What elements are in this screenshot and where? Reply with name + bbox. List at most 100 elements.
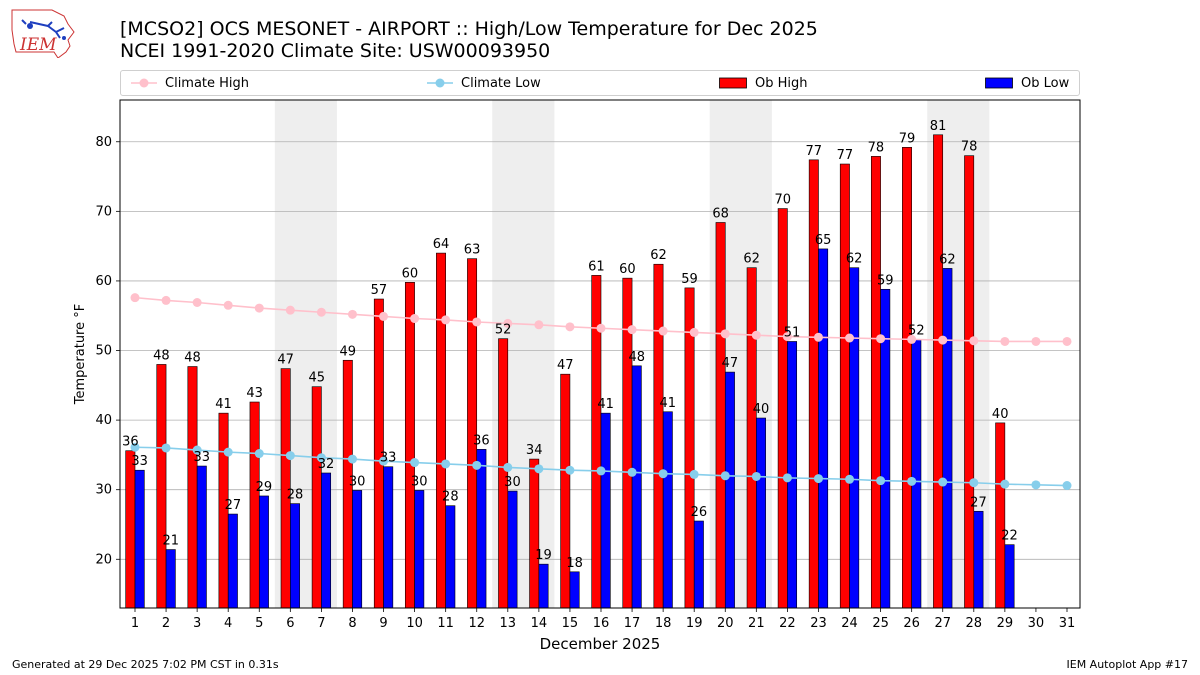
app-credit: IEM Autoplot App #17 xyxy=(1066,658,1189,671)
climate-high-point xyxy=(969,336,979,346)
data-label-ob-high: 60 xyxy=(619,262,636,277)
bar-ob-high xyxy=(746,267,757,609)
climate-low-point xyxy=(720,471,730,481)
data-label-ob-high: 77 xyxy=(806,144,823,159)
data-label-ob-low: 18 xyxy=(566,556,583,571)
data-label-ob-low: 32 xyxy=(318,457,335,472)
data-label-ob-low: 41 xyxy=(660,396,677,411)
legend-label: Climate Low xyxy=(461,75,541,91)
legend-item-climate-high: Climate High xyxy=(131,74,249,92)
data-label-ob-high: 47 xyxy=(277,353,294,368)
bar-ob-low xyxy=(196,465,207,609)
climate-high-point xyxy=(1000,336,1010,346)
bar-ob-low xyxy=(476,449,487,609)
data-label-ob-high: 62 xyxy=(650,248,667,263)
data-label-ob-high: 78 xyxy=(868,140,885,155)
climate-low-point xyxy=(751,471,761,481)
bar-ob-low xyxy=(321,472,332,609)
x-tick-label: 23 xyxy=(810,616,827,631)
climate-low-point xyxy=(813,474,823,484)
y-tick-label: 40 xyxy=(95,413,112,428)
climate-low-point xyxy=(441,459,451,469)
legend-bar-swatch-icon xyxy=(719,77,747,89)
bar-ob-low xyxy=(818,248,829,609)
data-label-ob-low: 33 xyxy=(380,451,397,466)
bar-ob-low xyxy=(290,503,300,609)
x-tick-label: 14 xyxy=(531,616,548,631)
bar-ob-low xyxy=(662,411,673,609)
data-label-ob-low: 36 xyxy=(473,433,490,448)
climate-high-point xyxy=(627,325,637,335)
data-label-ob-low: 47 xyxy=(722,356,739,371)
climate-high-point xyxy=(720,329,730,339)
climate-low-point xyxy=(1031,480,1041,490)
legend-label: Climate High xyxy=(165,75,250,91)
bar-ob-high xyxy=(870,156,881,609)
data-label-ob-low: 27 xyxy=(225,498,242,513)
x-tick-label: 4 xyxy=(224,616,232,631)
climate-low-point xyxy=(689,469,699,479)
bar-ob-high xyxy=(777,208,788,609)
data-label-ob-high: 40 xyxy=(992,407,1009,422)
data-label-ob-low: 28 xyxy=(442,490,459,505)
legend-line-marker-icon xyxy=(427,78,453,88)
data-label-ob-low: 27 xyxy=(970,495,987,510)
x-tick-label: 19 xyxy=(686,616,703,631)
x-tick-label: 10 xyxy=(406,616,423,631)
climate-high-point xyxy=(845,333,855,343)
climate-high-point xyxy=(254,303,264,313)
bar-ob-low xyxy=(507,490,518,609)
bar-ob-high xyxy=(156,364,167,609)
data-label-ob-low: 59 xyxy=(877,273,894,288)
plot-frame xyxy=(119,99,1081,609)
legend-bar-swatch-icon xyxy=(985,77,1013,89)
data-label-ob-low: 30 xyxy=(349,474,366,489)
climate-high-point xyxy=(782,332,792,342)
x-tick-label: 22 xyxy=(779,616,796,631)
bar-ob-low xyxy=(756,417,766,609)
data-label-ob-low: 62 xyxy=(939,252,956,267)
climate-low-point xyxy=(254,449,264,459)
y-tick-label: 60 xyxy=(95,274,112,289)
x-tick-label: 30 xyxy=(1028,616,1045,631)
climate-high-point xyxy=(1062,336,1072,346)
climate-low-point xyxy=(316,453,326,463)
data-label-ob-high: 41 xyxy=(215,397,232,412)
x-tick-label: 15 xyxy=(562,616,579,631)
climate-low-point xyxy=(782,473,792,483)
data-label-ob-high: 64 xyxy=(433,237,450,252)
data-label-ob-low: 21 xyxy=(162,534,179,549)
legend-label: Ob High xyxy=(755,75,808,91)
climate-high-point xyxy=(534,320,544,330)
climate-high-point xyxy=(223,300,233,310)
x-tick-label: 16 xyxy=(593,616,610,631)
x-tick-label: 27 xyxy=(934,616,951,631)
data-label-ob-low: 65 xyxy=(815,233,832,248)
climate-low-point xyxy=(1062,481,1072,491)
climate-low-point xyxy=(596,466,606,476)
bar-ob-low xyxy=(383,466,394,609)
climate-high-point xyxy=(316,307,326,317)
chart-subtitle: NCEI 1991-2020 Climate Site: USW00093950 xyxy=(120,40,551,62)
climate-high-point xyxy=(938,335,948,345)
legend-item-climate-low: Climate Low xyxy=(427,74,541,92)
data-label-ob-low: 48 xyxy=(628,350,645,365)
data-label-ob-low: 30 xyxy=(411,474,428,489)
bar-ob-low xyxy=(134,469,145,609)
bar-ob-high xyxy=(560,373,571,609)
bar-ob-high xyxy=(995,422,1006,609)
x-tick-label: 13 xyxy=(500,616,517,631)
data-label-ob-low: 26 xyxy=(691,505,708,520)
x-axis-label: December 2025 xyxy=(540,635,661,653)
bar-ob-high xyxy=(653,263,664,609)
x-tick-label: 17 xyxy=(624,616,641,631)
bar-ob-high xyxy=(404,282,415,609)
climate-low-point xyxy=(503,462,513,472)
climate-low-point xyxy=(472,460,482,470)
data-label-ob-low: 22 xyxy=(1001,529,1018,544)
bar-ob-low xyxy=(352,490,363,609)
climate-low-point xyxy=(658,469,668,479)
data-label-ob-high: 68 xyxy=(712,206,729,221)
climate-high-point xyxy=(379,311,389,321)
bar-ob-high xyxy=(839,163,850,609)
